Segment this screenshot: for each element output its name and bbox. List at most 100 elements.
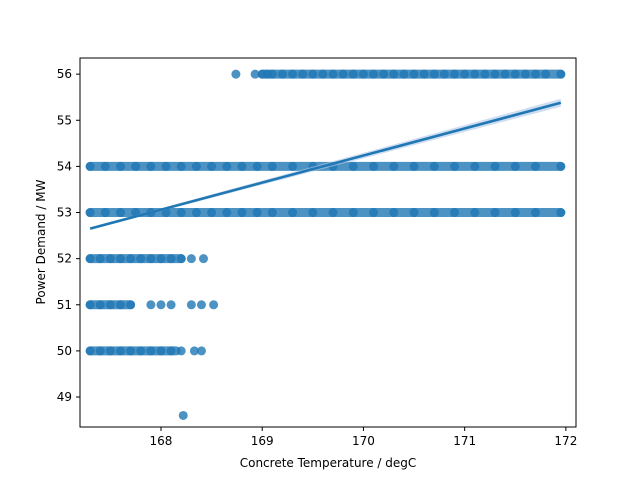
scatter-point — [288, 161, 298, 171]
plot-frame — [79, 57, 577, 428]
scatter-point — [389, 208, 399, 218]
scatter-point — [191, 161, 201, 171]
scatter-point — [131, 161, 141, 171]
scatter-point — [176, 161, 186, 171]
scatter-point — [85, 346, 95, 356]
scatter-point — [556, 161, 566, 171]
scatter-point — [237, 208, 247, 218]
y-axis-ticks: 49 50 51 52 53 54 55 56 — [57, 67, 80, 404]
scatter-point — [166, 300, 176, 310]
scatter-point — [399, 69, 409, 79]
scatter-point — [531, 161, 541, 171]
scatter-point — [222, 161, 232, 171]
scatter-point — [288, 208, 298, 218]
scatter-point — [389, 161, 399, 171]
scatter-point — [156, 254, 166, 264]
scatter-point — [166, 254, 176, 264]
scatter-point — [156, 346, 166, 356]
scatter-point — [176, 346, 186, 356]
scatter-point — [237, 161, 247, 171]
scatter-point — [115, 208, 125, 218]
scatter-point — [95, 346, 105, 356]
scatter-point — [126, 300, 136, 310]
scatter-point — [318, 69, 328, 79]
scatter-point — [176, 208, 186, 218]
scatter-point — [510, 69, 520, 79]
scatter-point — [348, 69, 358, 79]
scatter-point — [308, 208, 318, 218]
scatter-point — [510, 161, 520, 171]
scatter-point — [115, 300, 125, 310]
scatter-point — [490, 161, 500, 171]
scatter-point — [196, 346, 206, 356]
scatter-point — [196, 300, 206, 310]
scatter-point — [288, 69, 298, 79]
y-tick-label: 55 — [57, 113, 72, 127]
scatter-point — [470, 208, 480, 218]
scatter-point — [328, 69, 338, 79]
x-tick-label: 170 — [352, 434, 375, 448]
scatter-point — [470, 69, 480, 79]
scatter-point — [136, 254, 146, 264]
scatter-point — [267, 208, 277, 218]
scatter-point — [531, 208, 541, 218]
scatter-point — [409, 161, 419, 171]
scatter-point — [105, 300, 115, 310]
scatter-point — [85, 300, 95, 310]
scatter-point — [450, 208, 460, 218]
y-tick-label: 54 — [57, 159, 72, 173]
scatter-point — [419, 69, 429, 79]
scatter-point — [252, 161, 262, 171]
scatter-point — [409, 208, 419, 218]
scatter-point — [115, 254, 125, 264]
scatter-point — [100, 161, 110, 171]
scatter-point — [166, 346, 176, 356]
scatter-point — [429, 161, 439, 171]
plot-content — [85, 69, 566, 420]
scatter-point — [146, 254, 156, 264]
scatter-point — [146, 161, 156, 171]
scatter-point — [136, 346, 146, 356]
scatter-point — [186, 254, 196, 264]
scatter-point — [389, 69, 399, 79]
y-axis-label: Power Demand / MW — [34, 179, 48, 304]
scatter-point — [556, 69, 566, 79]
scatter-point — [500, 69, 510, 79]
scatter-point — [115, 346, 125, 356]
scatter-point — [198, 254, 208, 264]
scatter-point — [100, 208, 110, 218]
y-tick-label: 49 — [57, 390, 72, 404]
scatter-point — [369, 69, 379, 79]
scatter-point — [510, 208, 520, 218]
y-tick-label: 51 — [57, 298, 72, 312]
scatter-point — [369, 208, 379, 218]
scatter-point — [85, 254, 95, 264]
x-tick-label: 169 — [251, 434, 274, 448]
regression-line — [89, 101, 562, 230]
scatter-point — [338, 69, 348, 79]
y-tick-label: 56 — [57, 67, 72, 81]
scatter-point — [207, 161, 217, 171]
y-tick-label: 52 — [57, 252, 72, 266]
scatter-point — [379, 69, 389, 79]
scatter-point — [480, 69, 490, 79]
scatter-point — [191, 208, 201, 218]
scatter-point — [146, 300, 156, 310]
scatter-point — [409, 69, 419, 79]
scatter-point — [209, 300, 219, 310]
scatter-point — [95, 300, 105, 310]
x-tick-label: 168 — [150, 434, 173, 448]
scatter-point — [222, 208, 232, 218]
scatter-point — [277, 69, 287, 79]
scatter-point — [231, 69, 241, 79]
scatter-point — [250, 69, 260, 79]
scatter-point — [460, 69, 470, 79]
scatter-point — [328, 208, 338, 218]
scatter-point — [308, 69, 318, 79]
scatter-point — [490, 69, 500, 79]
scatter-point — [156, 300, 166, 310]
scatter-point — [146, 346, 156, 356]
scatter-point — [520, 69, 530, 79]
scatter-point — [439, 69, 449, 79]
